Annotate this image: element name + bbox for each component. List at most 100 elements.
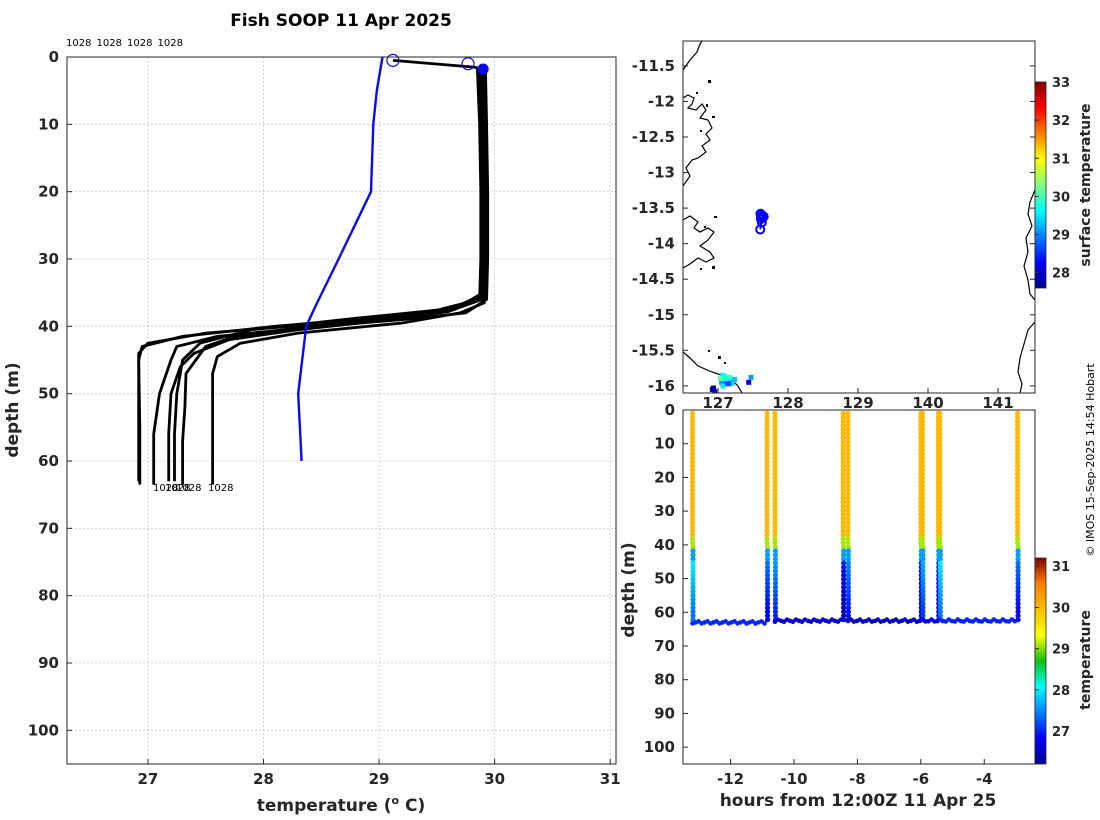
timeseries-point [1014, 503, 1021, 510]
map-sst-pixel [732, 376, 738, 382]
timeseries-point [937, 576, 943, 582]
timeseries-point [840, 451, 846, 457]
map-background [683, 41, 1035, 393]
timeseries-point [764, 455, 770, 461]
timeseries-point [919, 532, 926, 538]
timeseries-point [772, 560, 779, 566]
timeseries-point [937, 467, 943, 473]
map-xtick-label: 129 [842, 394, 873, 412]
map-ytick-label: -13.5 [632, 199, 675, 217]
timeseries-point [840, 499, 846, 505]
timeseries-point [919, 483, 926, 489]
timeseries-point [840, 422, 846, 429]
timeseries-point [920, 584, 926, 590]
timeseries-point [689, 520, 696, 526]
timeseries-point [840, 410, 846, 416]
profile-ytick-label: 50 [38, 385, 59, 403]
timeseries-point [772, 483, 778, 489]
timeseries-point [764, 596, 771, 603]
timeseries-point [919, 443, 926, 449]
timeseries-point [772, 532, 778, 538]
timeseries-point [764, 499, 770, 505]
timeseries-point [840, 491, 846, 497]
timeseries-point [840, 418, 846, 425]
timeseries-colorbar-tick-label: 30 [1052, 601, 1070, 616]
timeseries-point [690, 544, 696, 550]
timeseries-point [845, 467, 851, 473]
timeseries-point [764, 422, 770, 429]
timeseries-ticks: -12 -10 -8 -6 -4 0 10 20 30 40 50 60 70 80 90 100 [644, 401, 993, 788]
timeseries-point [772, 455, 778, 461]
timeseries-point [772, 576, 779, 582]
timeseries-point [689, 410, 696, 416]
timeseries-point [919, 479, 926, 485]
map-colorbar-tick-label: 29 [1052, 229, 1070, 244]
timeseries-point [937, 475, 943, 481]
timeseries-point [845, 515, 851, 522]
timeseries-point [1014, 443, 1021, 449]
timeseries-point [845, 556, 852, 562]
timeseries-point [919, 471, 926, 477]
timeseries-chart: -12 -10 -8 -6 -4 0 10 20 30 40 50 60 70 80 90 100 hours… [619, 401, 1094, 811]
timeseries-xtick-label: -8 [849, 770, 866, 788]
timeseries-point [689, 475, 696, 481]
timeseries-point [689, 479, 696, 485]
timeseries-point [772, 511, 778, 518]
timeseries-point [772, 443, 778, 449]
timeseries-point [1015, 552, 1021, 558]
timeseries-point [689, 467, 696, 473]
timeseries-point [764, 617, 771, 623]
profile-ytick-label: 90 [38, 654, 59, 672]
timeseries-point [764, 548, 771, 554]
coastline-top [683, 41, 703, 71]
credit-text: © IMOS 15-Sep-2025 14:54 Hobart [1084, 363, 1097, 557]
map-colorbar-tick-label: 32 [1052, 114, 1070, 129]
profile-xtick-label: 27 [137, 770, 158, 788]
timeseries-point [840, 414, 846, 421]
timeseries-point [772, 491, 778, 497]
timeseries-point [840, 443, 846, 449]
timeseries-point [937, 544, 943, 550]
timeseries-point [840, 503, 846, 510]
timeseries-point [937, 536, 943, 542]
map-colorbar-tick-label: 31 [1052, 152, 1070, 167]
timeseries-point [919, 422, 926, 429]
timeseries-point [937, 588, 943, 594]
map-ship-track [755, 208, 769, 235]
timeseries-point [845, 532, 851, 538]
timeseries-point [845, 435, 851, 441]
timeseries-point [919, 431, 926, 437]
timeseries-point [840, 483, 846, 489]
timeseries-point [841, 604, 847, 611]
timeseries-point [845, 613, 852, 619]
timeseries-point [840, 487, 846, 493]
timeseries-point [937, 564, 943, 570]
timeseries-point [772, 479, 778, 485]
timeseries-colorbar-tick-label: 31 [1052, 560, 1070, 575]
timeseries-point [764, 544, 771, 550]
timeseries-colorbar [1034, 557, 1047, 765]
coastline-right-low [1017, 321, 1035, 393]
timeseries-point [772, 596, 779, 603]
profile-ticks: 27 28 29 30 31 0 10 20 30 40 50 60 70 80 90 100 [28, 48, 621, 788]
timeseries-point [1015, 613, 1021, 619]
timeseries-ytick-label: 100 [644, 738, 675, 756]
timeseries-point [937, 556, 943, 562]
timeseries-point [845, 499, 851, 505]
timeseries-point [840, 479, 846, 485]
timeseries-point [919, 524, 926, 530]
profile-series-line [211, 67, 487, 485]
timeseries-point [845, 443, 851, 449]
timeseries-point [1014, 483, 1021, 489]
timeseries-point [764, 475, 770, 481]
timeseries-point [689, 483, 696, 489]
timeseries-point [1014, 414, 1021, 421]
timeseries-point [772, 588, 779, 594]
timeseries-point [764, 503, 770, 510]
timeseries-point [920, 556, 926, 562]
timeseries-point [841, 572, 847, 578]
timeseries-point [937, 592, 943, 599]
timeseries-point [845, 560, 852, 566]
timeseries-point [920, 592, 926, 599]
timeseries-point [689, 422, 696, 429]
